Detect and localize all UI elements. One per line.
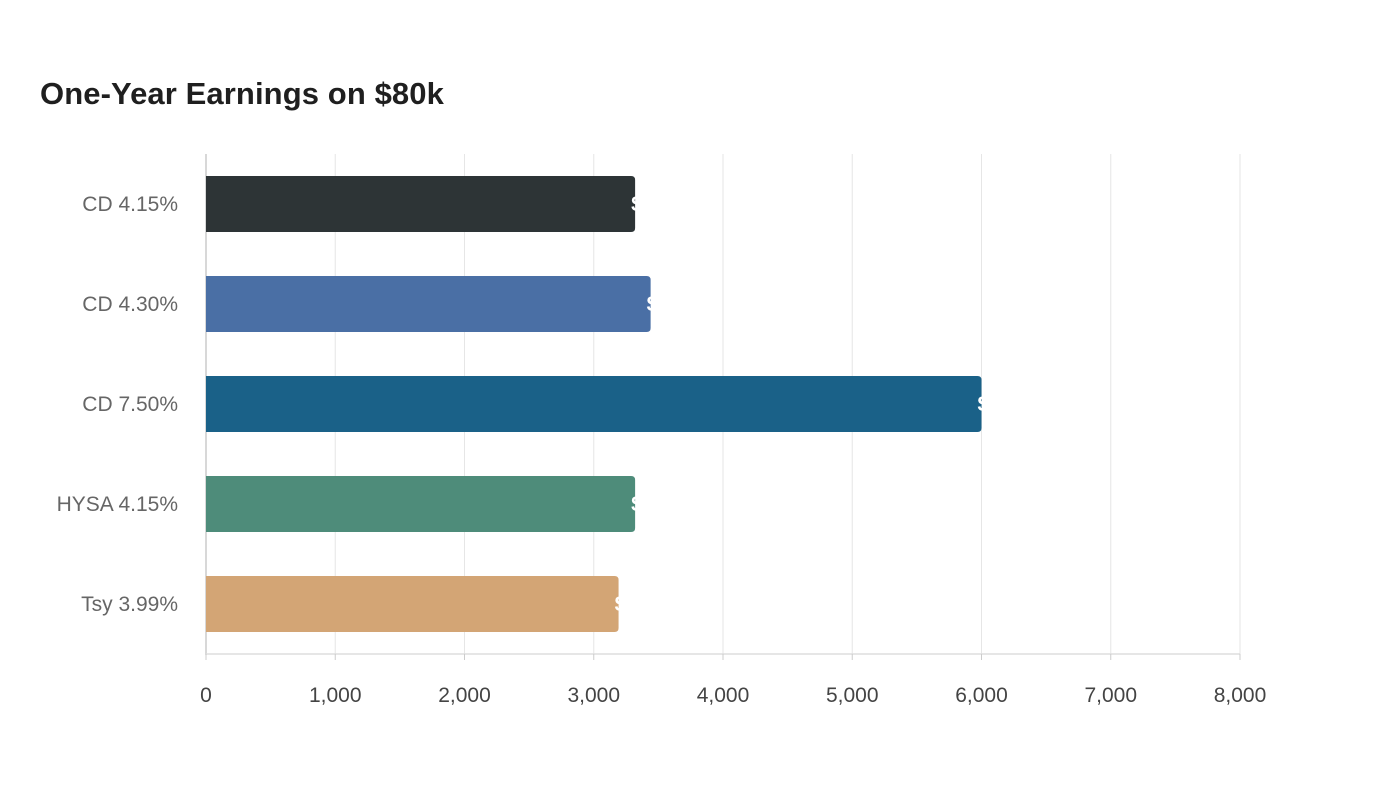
- category-label: CD 4.30%: [82, 293, 178, 316]
- bar-value-label: $3,320: [631, 493, 695, 516]
- bar: [206, 476, 636, 532]
- bar: [206, 276, 651, 332]
- bar-value-label: $3,440: [647, 293, 711, 316]
- x-tick-label: 7,000: [1084, 684, 1137, 707]
- x-tick-label: 1,000: [309, 684, 362, 707]
- category-label: HYSA 4.15%: [57, 493, 178, 516]
- bar: [206, 376, 982, 432]
- chart-title: One-Year Earnings on $80k: [40, 76, 444, 111]
- x-tick-label: 8,000: [1214, 684, 1267, 707]
- x-tick-label: 2,000: [438, 684, 491, 707]
- x-tick-label: 4,000: [697, 684, 750, 707]
- category-label: Tsy 3.99%: [81, 593, 178, 616]
- bar-value-label: $3,320: [631, 193, 695, 216]
- x-tick-label: 5,000: [826, 684, 879, 707]
- x-tick-label: 3,000: [567, 684, 620, 707]
- category-label: CD 4.15%: [82, 193, 178, 216]
- bar: [206, 176, 636, 232]
- bar-value-label: $3,192: [615, 593, 679, 616]
- x-tick-label: 0: [200, 684, 212, 707]
- x-tick-label: 6,000: [955, 684, 1008, 707]
- category-label: CD 7.50%: [82, 393, 178, 416]
- bar-value-label: $6,000: [978, 393, 1042, 416]
- bar: [206, 576, 619, 632]
